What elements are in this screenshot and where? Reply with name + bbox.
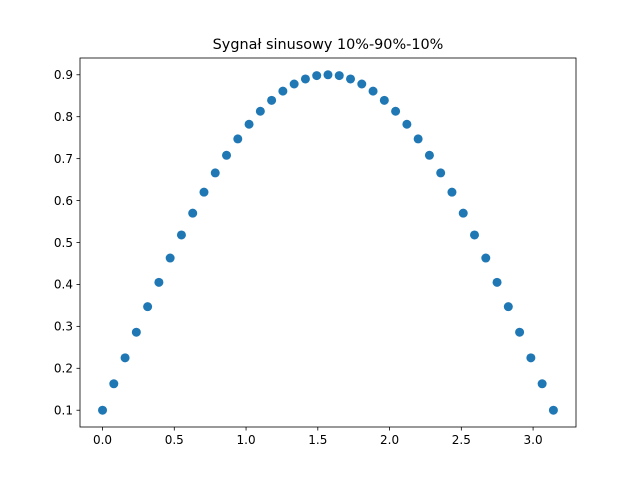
- x-tick-label: 1.0: [237, 433, 256, 447]
- data-point: [368, 86, 378, 96]
- data-point: [255, 106, 265, 116]
- data-point: [391, 106, 401, 116]
- y-tick-label: 0.2: [54, 362, 73, 376]
- data-point: [165, 253, 175, 263]
- data-point: [289, 79, 299, 89]
- data-point: [143, 302, 153, 312]
- data-point: [503, 302, 513, 312]
- x-tick-label: 3.0: [524, 433, 543, 447]
- data-point: [481, 253, 491, 263]
- data-point: [278, 86, 288, 96]
- data-point: [346, 74, 356, 84]
- x-tick-label: 0.0: [93, 433, 112, 447]
- data-point: [413, 134, 423, 144]
- data-point: [357, 79, 367, 89]
- data-point: [300, 74, 310, 84]
- data-point: [424, 150, 434, 160]
- y-tick-label: 0.9: [54, 68, 73, 82]
- data-point: [492, 277, 502, 287]
- y-tick-label: 0.3: [54, 320, 73, 334]
- data-point: [131, 327, 141, 337]
- x-axis-ticks: 0.0 0.5 1.0 1.5 2.0 2.5 3.0: [93, 427, 543, 447]
- data-point: [548, 405, 558, 415]
- x-tick-label: 2.0: [380, 433, 399, 447]
- y-tick-label: 0.6: [54, 194, 73, 208]
- data-point: [188, 208, 198, 218]
- chart-title: Sygnał sinusowy 10%-90%-10%: [213, 37, 444, 53]
- x-tick-label: 1.5: [308, 433, 327, 447]
- data-point: [526, 353, 536, 363]
- data-point: [244, 119, 254, 129]
- data-point: [98, 405, 108, 415]
- data-point: [210, 168, 220, 178]
- data-point: [537, 379, 547, 389]
- y-tick-label: 0.7: [54, 152, 73, 166]
- data-point: [379, 95, 389, 105]
- data-point: [458, 208, 468, 218]
- data-point: [222, 150, 232, 160]
- y-tick-label: 0.8: [54, 110, 73, 124]
- y-tick-label: 0.4: [54, 278, 73, 292]
- data-point: [402, 119, 412, 129]
- x-tick-label: 0.5: [165, 433, 184, 447]
- data-point: [109, 379, 119, 389]
- data-point: [199, 187, 209, 197]
- y-tick-label: 0.5: [54, 236, 73, 250]
- data-point: [470, 230, 480, 240]
- data-point: [436, 168, 446, 178]
- y-tick-label: 0.1: [54, 404, 73, 418]
- y-axis-ticks: 0.1 0.2 0.3 0.4 0.5 0.6 0.7 0.8 0.9: [54, 68, 80, 418]
- data-point: [154, 277, 164, 287]
- plot-frame: [79, 57, 577, 428]
- data-point: [312, 71, 322, 81]
- data-point: [323, 70, 333, 80]
- scatter-points: [98, 70, 558, 415]
- data-point: [176, 230, 186, 240]
- data-point: [233, 134, 243, 144]
- data-point: [515, 327, 525, 337]
- data-point: [334, 71, 344, 81]
- data-point: [447, 187, 457, 197]
- x-tick-label: 2.5: [452, 433, 471, 447]
- data-point: [267, 95, 277, 105]
- data-point: [120, 353, 130, 363]
